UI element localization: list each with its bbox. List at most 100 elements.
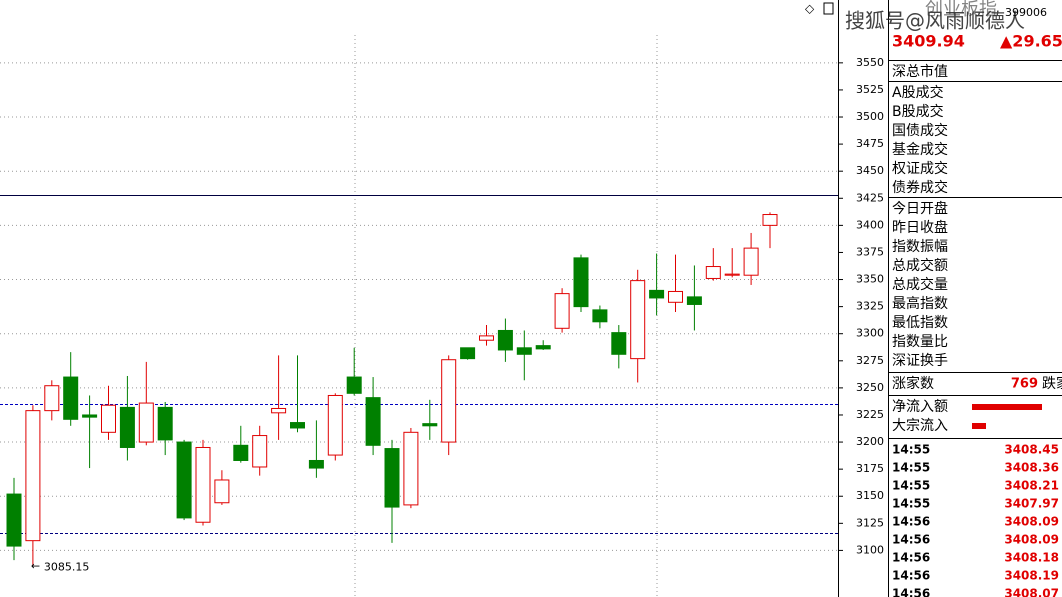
candle-body [535,345,551,350]
tick-price: 3407.97 [1004,497,1059,511]
y-tick-label: 3325 [856,300,884,313]
index-name: 创业板指 [925,0,997,20]
tick-time: 14:56 [892,587,930,597]
field-label: 指数量比 [892,334,948,350]
arrow: ← [31,559,40,572]
candle-body [6,493,22,547]
candle-body [327,394,343,456]
field-label: 涨家数 [892,375,934,392]
candle-body [686,296,702,305]
candle-body [176,441,192,519]
y-tick-label: 3175 [856,462,884,475]
candle-body [611,332,627,355]
candle-body [497,329,513,351]
candle-body [101,404,116,433]
candle-body [138,402,154,443]
field-label: 基金成交 [892,141,948,158]
candle-body [346,376,362,394]
candle-body [25,410,41,542]
candle-body [271,407,287,414]
tick-price: 3408.21 [1004,479,1059,493]
y-tick-label: 3375 [856,245,884,258]
y-tick-label: 3450 [856,164,884,177]
candle-body [308,459,324,469]
field-label: 大宗流入 [892,418,948,434]
index-code: 399006 [1005,6,1047,19]
low-label: 3085.15 [44,560,90,573]
advancers: 769 [1011,377,1038,392]
tick-price: 3408.07 [1004,587,1059,597]
y-tick-label: 3500 [856,110,884,123]
field-label: A股成交 [892,84,944,101]
tick-time: 14:56 [892,533,930,547]
field-label: 深证换手 [892,352,948,369]
y-tick-label: 3150 [856,489,884,502]
candle-body [63,376,79,420]
field-label: B股成交 [892,103,944,120]
candle-body [422,423,438,427]
candle-body [290,422,305,429]
candle-body [630,280,646,360]
y-tick-label: 3475 [856,137,884,150]
field-label: 国债成交 [892,122,948,139]
y-tick-label: 3250 [856,381,884,394]
candle-body [119,406,135,448]
candle-body [233,444,249,461]
y-tick-label: 3125 [856,516,884,529]
flow-bar [972,404,1042,410]
candle-body [573,257,589,308]
field-label: 最高指数 [892,295,948,312]
y-tick-label: 3400 [856,218,884,231]
tick-time: 14:56 [892,515,930,529]
y-tick-label: 3225 [856,408,884,421]
y-tick-label: 3525 [856,83,884,96]
candle-body [479,335,494,341]
y-tick-label: 3425 [856,191,884,204]
field-label: 最低指数 [892,315,948,331]
field-label: 昨日收盘 [892,219,948,236]
y-tick-label: 3300 [856,327,884,340]
field-label: 权证成交 [892,160,948,177]
tick-price: 3408.36 [1004,461,1059,475]
candle-body [157,406,173,441]
tick-time: 14:55 [892,479,930,493]
y-tick-label: 3350 [856,273,884,286]
tick-time: 14:56 [892,569,930,583]
y-tick-label: 3100 [856,543,884,556]
candle-body [384,448,400,508]
candle-body [403,431,419,506]
tick-price: 3408.09 [1004,515,1059,529]
tick-price: 3408.09 [1004,533,1059,547]
change: ▲29.65 [1000,32,1062,51]
icon[interactable]: ◇ [805,2,815,16]
candle-body [516,347,532,355]
candle-body [195,446,211,523]
field-label: 债券成交 [892,179,948,196]
candle-body [705,266,721,279]
field-label: 净流入额 [892,399,948,415]
candle-body [724,273,740,276]
candle-body [592,309,608,323]
field-label: 深总市值 [892,63,948,80]
y-tick-label: 3275 [856,354,884,367]
y-tick-label: 3200 [856,435,884,448]
field-label: 总成交量 [892,276,948,293]
price: 3409.94 [892,32,965,51]
candle-body [743,247,759,276]
candle-body [649,289,665,299]
icon[interactable] [823,2,834,15]
candle-body [441,359,457,443]
candle-body [44,385,60,412]
candle-body [252,435,268,468]
candle-body [762,214,778,226]
candle-body [214,479,230,504]
field-label: 跌家 [1042,375,1062,392]
field-label: 今日开盘 [892,200,948,217]
candle-body [554,293,570,329]
flow-bar [972,423,986,429]
tick-price: 3408.19 [1004,569,1059,583]
tick-price: 3408.18 [1004,551,1059,565]
tick-price: 3408.45 [1004,443,1059,457]
